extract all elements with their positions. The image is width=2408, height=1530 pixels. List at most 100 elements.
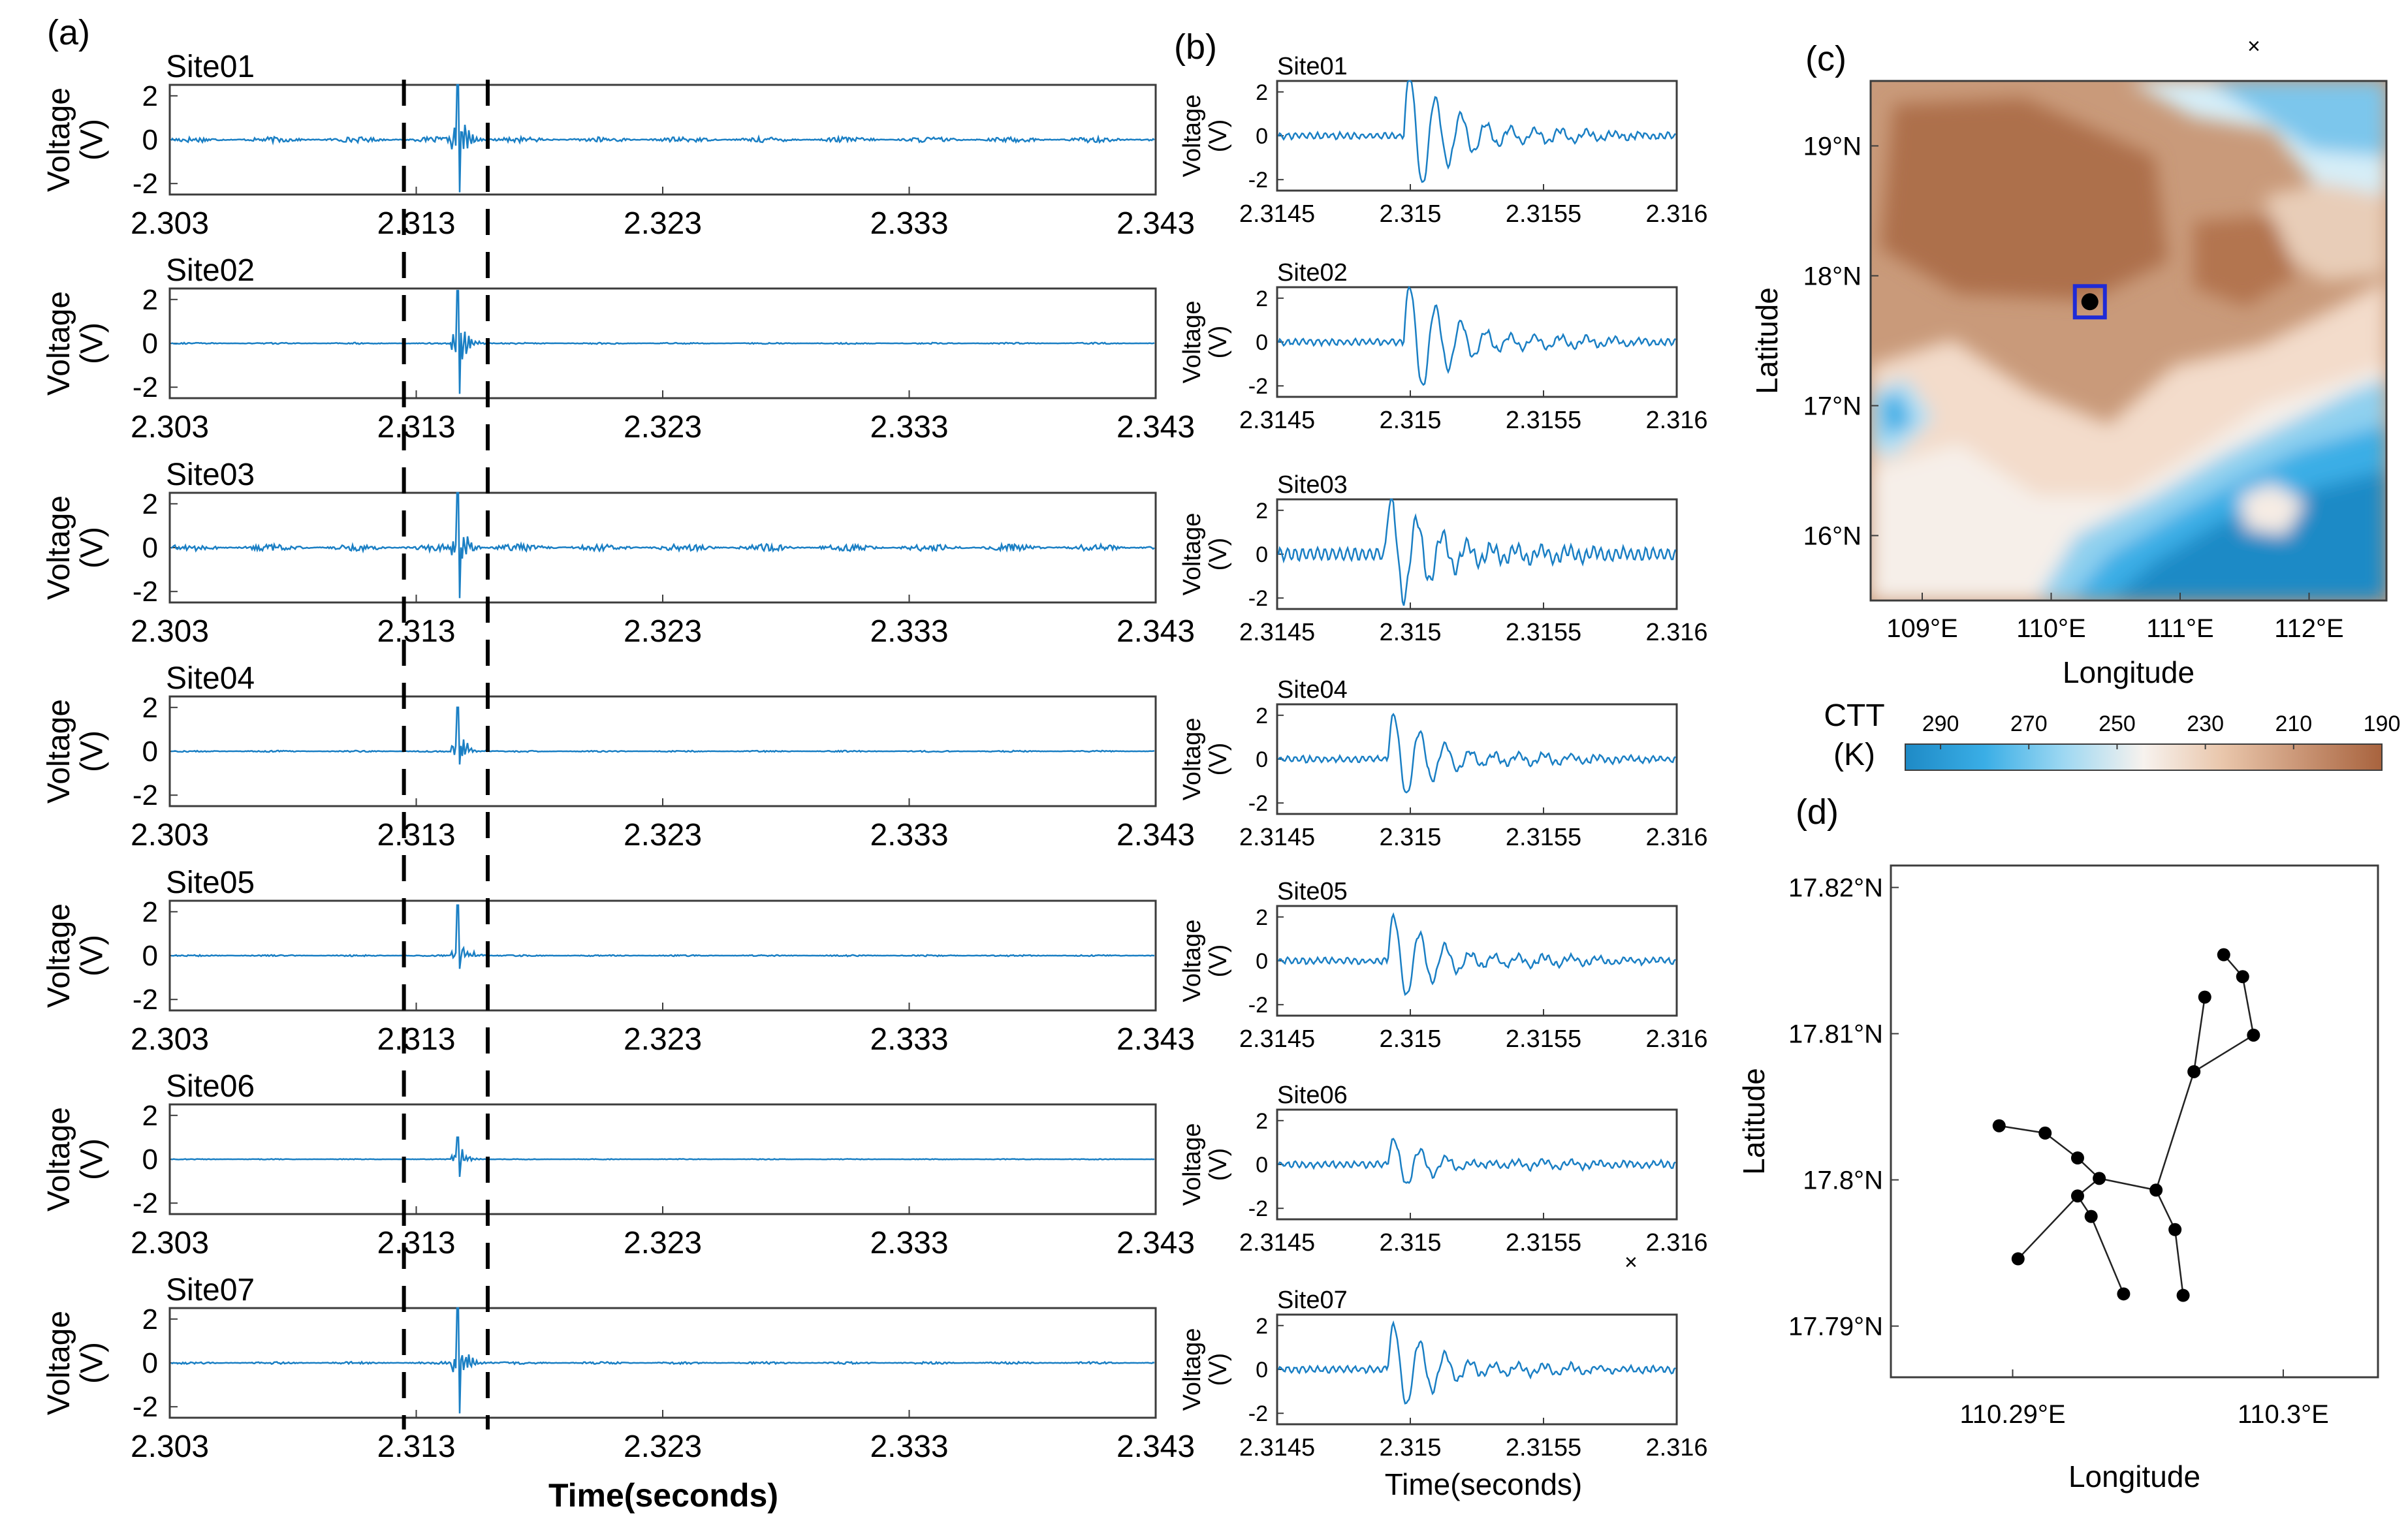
- subplot-title: Site05: [166, 866, 255, 900]
- y-tick-label: -2: [133, 371, 158, 403]
- x-tick-label: 2.316: [1645, 1434, 1707, 1461]
- subplot-title: Site04: [1277, 676, 1348, 704]
- waveform-trace: [170, 1307, 1155, 1414]
- waveform-trace: [170, 1136, 1155, 1178]
- y-tick-label: 0: [142, 532, 158, 564]
- x-tick-label: 2.323: [624, 1022, 702, 1057]
- y-tick-label: -2: [1248, 993, 1268, 1018]
- y-tick-label: 2: [142, 896, 158, 928]
- y-tick-label: 0: [1256, 949, 1268, 974]
- subplot-title: Site03: [166, 458, 255, 492]
- y-tick-label: 0: [142, 1144, 158, 1176]
- x-tick-label: 2.323: [624, 410, 702, 445]
- y-tick-label: -2: [133, 1391, 158, 1423]
- ctt-region: [2207, 81, 2386, 157]
- y-axis-label: Voltage(V): [42, 1107, 109, 1211]
- y-tick-label: 17.82°N: [1788, 874, 1883, 903]
- x-tick-label: 2.313: [377, 1429, 455, 1464]
- y-tick-label: 2: [142, 692, 158, 724]
- x-tick-label: 2.333: [870, 614, 948, 649]
- y-tick-label: -2: [133, 576, 158, 608]
- y-tick-label: 2: [1256, 1109, 1268, 1134]
- x-tick-label: 2.315: [1379, 1229, 1441, 1257]
- y-axis-label: Voltage(V): [1179, 95, 1232, 178]
- waveform-trace: [170, 492, 1155, 599]
- x-tick-label: 2.313: [377, 614, 455, 649]
- y-tick-label: 0: [142, 328, 158, 360]
- waveform-trace: [1277, 80, 1677, 183]
- station-point: [2093, 1172, 2106, 1185]
- ctt-region: [2109, 470, 2386, 601]
- colorbar-tick-label: 230: [2187, 711, 2224, 736]
- x-tick-label: 2.323: [624, 1226, 702, 1260]
- x-tick-label: 112°E: [2274, 614, 2343, 643]
- station-link: [2090, 1216, 2125, 1294]
- station-link: [2099, 1178, 2157, 1191]
- y-tick-label: -2: [1248, 1196, 1268, 1221]
- station-point: [1992, 1119, 2006, 1132]
- subplot-title: Site07: [166, 1273, 255, 1307]
- panel-c-ctt-map: 109°E 110°E 111°E 112°E 16°N 17°N 18°N 19°N Long…: [1750, 80, 2400, 772]
- y-axis-label: Voltage(V): [1179, 513, 1232, 596]
- y-tick-label: 2: [1256, 80, 1268, 105]
- y-tick-label: -2: [1248, 374, 1268, 399]
- y-tick-label: 2: [1256, 1314, 1268, 1339]
- ctt-region: [2194, 215, 2298, 307]
- station-link: [2193, 997, 2206, 1072]
- y-axis-label: Voltage(V): [1179, 1123, 1232, 1206]
- y-axis-label: Voltage(V): [42, 903, 109, 1008]
- colorbar-tick-label: 290: [1922, 711, 1959, 736]
- colorbar-label: CTT: [1824, 698, 1884, 733]
- x-tick-label: 2.303: [131, 410, 209, 445]
- subplot-title: Site04: [166, 661, 255, 696]
- ctt-field: [1871, 81, 2386, 601]
- station-point: [2117, 1287, 2131, 1301]
- x-tick-label: 2.313: [377, 1226, 455, 1260]
- waveform-trace: [1277, 1320, 1676, 1405]
- y-axis-label: Voltage(V): [42, 1311, 109, 1415]
- y-tick-label: 18°N: [1803, 262, 1861, 291]
- y-tick-label: 2: [142, 80, 158, 112]
- y-tick-label: -2: [1248, 1401, 1268, 1426]
- y-tick-label: 2: [142, 488, 158, 520]
- station-link: [2242, 976, 2255, 1036]
- station-point: [2236, 970, 2249, 984]
- station-point: [2084, 1210, 2098, 1223]
- y-tick-label: -2: [133, 168, 158, 200]
- colorbar: [1905, 743, 2383, 771]
- y-tick-label: 2: [1256, 499, 1268, 523]
- waveform-trace: [1277, 498, 1677, 606]
- waveform-trace: [1277, 285, 1677, 386]
- y-tick-label: 16°N: [1803, 522, 1861, 551]
- x-tick-label: 2.3145: [1239, 1434, 1315, 1461]
- study-area-box: [2072, 284, 2107, 320]
- panel-label-d: (d): [1796, 792, 1839, 832]
- x-tick-label: 2.343: [1117, 1429, 1195, 1464]
- ctt-region: [2240, 483, 2305, 535]
- colorbar-label: (K): [1833, 738, 1875, 772]
- y-tick-label: 2: [142, 1304, 158, 1335]
- x-tick-label: 2.3145: [1239, 619, 1315, 646]
- axes-frame: [1276, 498, 1678, 610]
- x-axis-label: Longitude: [2068, 1460, 2200, 1493]
- waveform-trace: [1277, 1138, 1676, 1184]
- x-tick-label: 2.333: [870, 1022, 948, 1057]
- station-point: [2176, 1288, 2190, 1302]
- ctt-region: [1880, 392, 1913, 437]
- x-tick-label: 2.316: [1645, 407, 1707, 434]
- station-point: [2070, 1151, 2084, 1164]
- x-tick-label: 2.333: [870, 818, 948, 852]
- y-tick-label: 17°N: [1803, 392, 1861, 421]
- ctt-region: [1880, 98, 2168, 300]
- station-point: [2011, 1252, 2025, 1266]
- y-tick-label: -2: [1248, 586, 1268, 611]
- stray-cross-mark: ×: [1624, 1250, 1638, 1275]
- axes-frame: [1276, 286, 1678, 398]
- x-tick-label: 2.343: [1117, 410, 1195, 445]
- waveform-trace: [170, 290, 1155, 394]
- station-point: [2217, 948, 2230, 961]
- x-tick-label: 2.316: [1645, 824, 1707, 851]
- x-tick-label: 111°E: [2146, 614, 2213, 643]
- y-tick-label: 0: [142, 1347, 158, 1379]
